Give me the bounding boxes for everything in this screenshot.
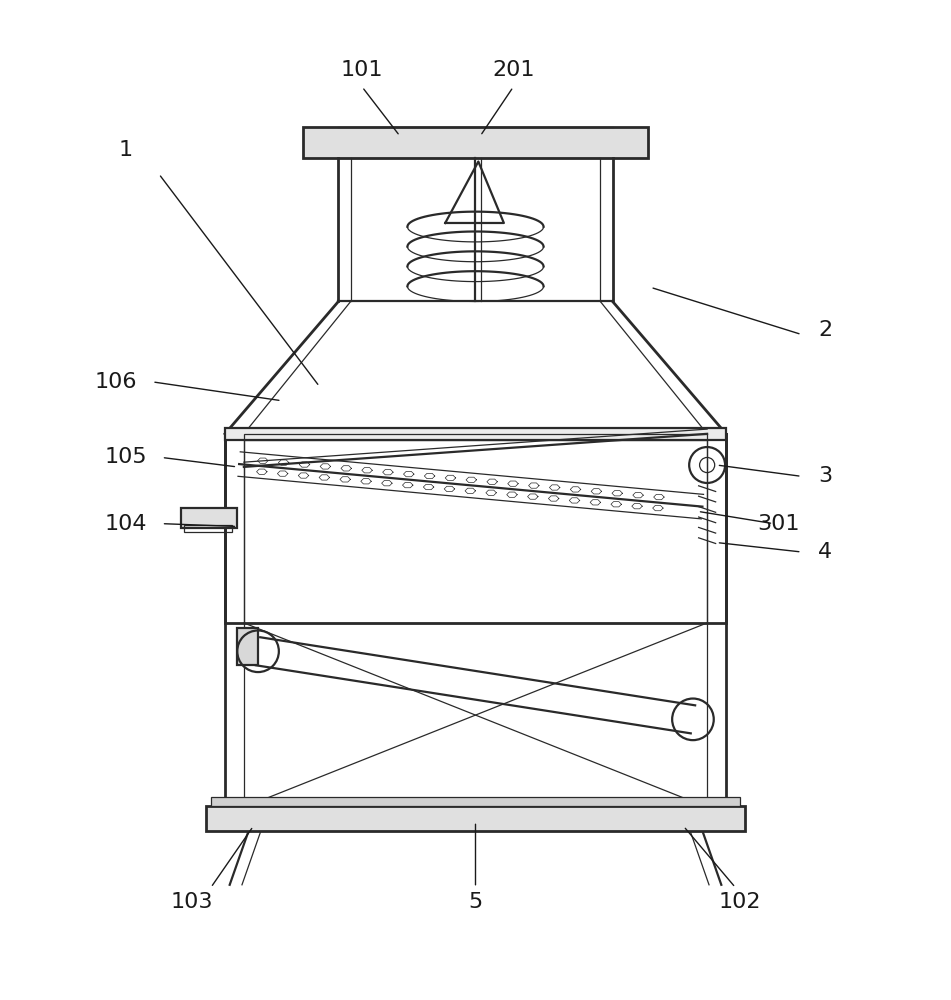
Bar: [225, 428, 726, 440]
Text: 105: 105: [105, 447, 147, 467]
Text: 3: 3: [818, 466, 832, 486]
Text: 201: 201: [492, 60, 534, 80]
Text: 1: 1: [119, 140, 133, 160]
Bar: [225, 434, 726, 623]
Text: 104: 104: [105, 514, 147, 534]
Text: 101: 101: [340, 60, 383, 80]
Text: 102: 102: [719, 892, 762, 912]
Text: 2: 2: [818, 320, 832, 340]
Bar: [303, 127, 648, 158]
Text: 106: 106: [95, 372, 138, 392]
Bar: [237, 628, 258, 665]
Bar: [211, 797, 740, 806]
Bar: [181, 508, 237, 528]
Text: 4: 4: [818, 542, 832, 562]
Bar: [206, 806, 745, 831]
Text: 301: 301: [757, 514, 799, 534]
Bar: [243, 434, 708, 440]
Text: 5: 5: [469, 892, 482, 912]
Text: 103: 103: [170, 892, 213, 912]
Bar: [184, 525, 232, 532]
